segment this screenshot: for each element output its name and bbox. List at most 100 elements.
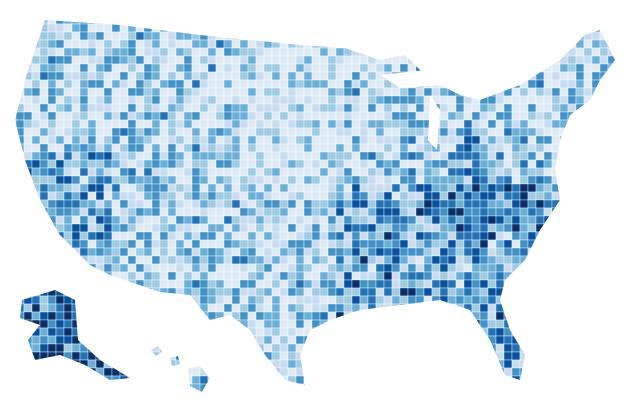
county-cell [327,351,337,361]
county-cell [95,71,105,81]
county-cell [215,343,225,353]
county-cell [23,279,33,289]
county-cell [624,96,632,104]
county-cell [207,23,217,33]
county-cell [199,359,209,369]
county-cell [535,191,545,201]
county-cell [95,343,105,353]
county-cell [279,391,289,392]
county-cell [632,152,640,160]
county-cell [311,183,321,193]
county-cell [40,0,48,8]
county-cell [535,199,545,209]
county-cell [527,23,537,33]
county-cell [479,375,489,385]
county-cell [624,216,632,224]
county-cell [127,263,137,273]
county-cell [511,135,521,145]
county-cell [199,143,209,153]
county-cell [391,23,401,33]
county-cell [616,64,624,72]
county-cell [159,175,169,185]
county-cell [448,0,456,8]
county-cell [439,167,449,177]
county-cell [111,319,121,329]
county-cell [407,119,417,129]
county-cell [231,31,241,41]
county-cell [583,239,593,249]
county-cell [63,343,73,353]
county-cell [471,111,481,121]
county-cell [47,79,57,89]
county-cell [407,223,417,233]
county-cell [367,23,377,33]
county-cell [543,311,553,321]
county-cell [159,271,169,281]
county-cell [535,103,545,113]
county-cell [95,191,105,201]
county-cell [23,55,33,65]
county-cell [263,159,273,169]
county-cell [175,151,185,161]
county-cell [519,335,529,345]
county-cell [215,335,225,345]
county-cell [448,8,456,16]
county-cell [407,383,417,392]
county-cell [431,159,441,169]
county-cell [143,95,153,105]
county-cell [495,335,505,345]
county-cell [0,80,8,88]
county-cell [463,255,473,265]
county-cell [463,95,473,105]
county-cell [519,79,529,89]
county-cell [607,47,615,57]
county-cell [495,247,505,257]
county-cell [383,239,393,249]
county-cell [199,279,209,289]
county-cell [455,375,465,385]
county-cell [39,175,49,185]
county-cell [351,39,361,49]
county-cell [151,79,161,89]
county-cell [383,231,393,241]
county-cell [343,199,353,209]
county-cell [479,23,489,33]
county-cell [415,55,425,65]
county-cell [527,95,537,105]
county-cell [279,31,289,41]
county-cell [231,175,241,185]
county-cell [592,8,600,16]
county-cell [583,23,593,33]
county-cell [567,271,577,281]
county-cell [423,39,433,49]
county-cell [183,287,193,297]
county-cell [616,320,624,328]
county-cell [175,335,185,345]
county-cell [607,191,615,201]
county-cell [15,239,25,249]
county-cell [151,47,161,57]
county-cell [599,239,609,249]
county-cell [575,87,585,97]
county-cell [199,271,209,281]
county-cell [559,143,569,153]
county-cell [543,39,553,49]
county-cell [471,351,481,361]
county-cell [287,175,297,185]
county-cell [183,223,193,233]
county-cell [583,223,593,233]
county-cell [616,16,624,24]
county-cell [263,183,273,193]
county-cell [368,8,376,16]
county-cell [247,135,257,145]
county-cell [135,20,145,25]
county-cell [415,303,425,313]
county-cell [207,191,217,201]
county-cell [519,263,529,273]
county-cell [119,87,129,97]
county-cell [191,111,201,121]
county-cell [0,240,8,248]
county-cell [63,271,73,281]
county-cell [624,112,632,120]
county-cell [376,0,384,8]
